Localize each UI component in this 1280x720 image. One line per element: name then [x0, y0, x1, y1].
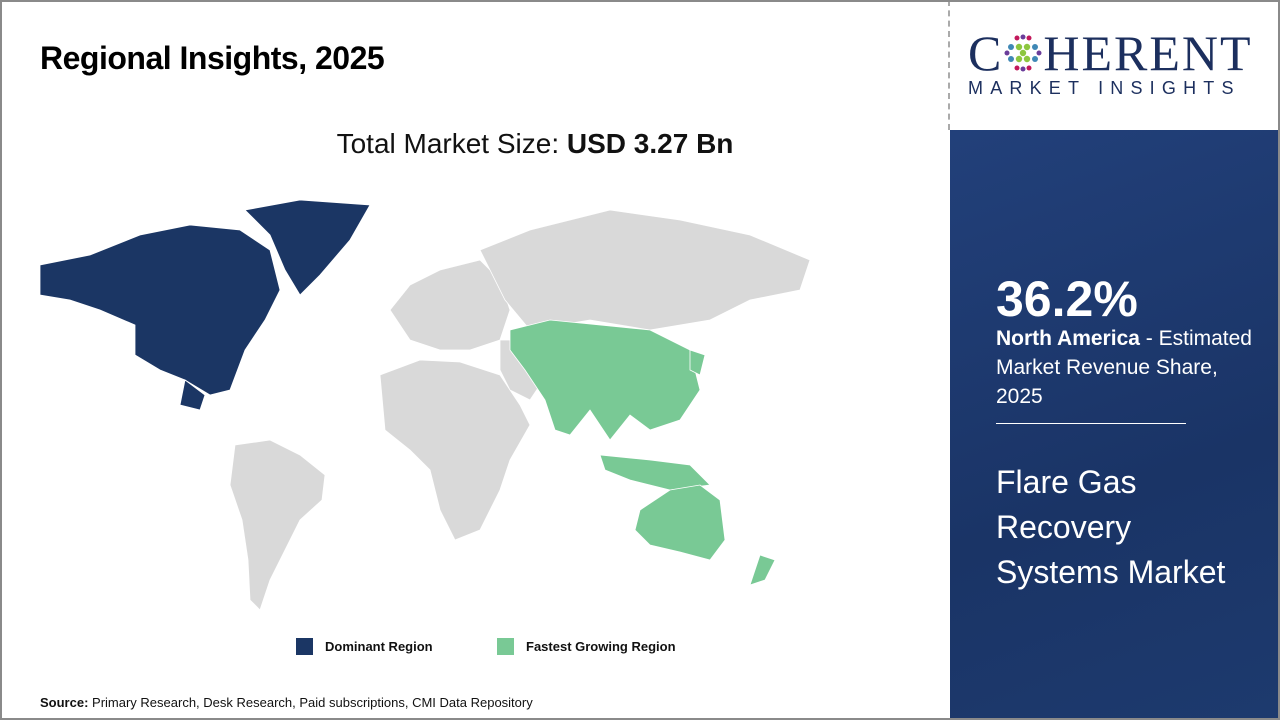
page-title: Regional Insights, 2025 — [40, 40, 385, 76]
russia-north-asia — [479, 209, 811, 331]
total-label: Total Market Size: — [336, 128, 567, 159]
source-note: Source: Primary Research, Desk Research,… — [40, 695, 533, 710]
globe-dots-icon — [1004, 34, 1042, 72]
africa — [379, 359, 531, 541]
market-name: Flare Gas Recovery Systems Market — [996, 464, 1226, 590]
insight-panel: 36.2% North America - Estimated Market R… — [950, 130, 1278, 718]
asia-pacific — [509, 319, 776, 586]
total-market-size: Total Market Size: USD 3.27 Bn — [0, 128, 1070, 160]
source-label: Source: — [40, 695, 89, 710]
europe — [389, 259, 511, 351]
logo: C HERENT MARKET INSIGHTS — [968, 25, 1268, 99]
legend-fastest-label: Fastest Growing Region — [526, 639, 676, 654]
share-value: 36.2% — [996, 271, 1138, 327]
fastest-swatch — [497, 638, 514, 655]
south-america — [229, 439, 326, 611]
total-value: USD 3.27 Bn — [566, 128, 734, 159]
north-america — [39, 199, 371, 411]
legend-dominant-label: Dominant Region — [325, 639, 433, 654]
logo-c: C — [968, 25, 1004, 81]
source-text: Primary Research, Desk Research, Paid su… — [88, 695, 533, 710]
region-name: North America — [996, 327, 1140, 350]
logo-herent: HERENT — [1043, 25, 1253, 81]
share-description: North America - Estimated Market Revenue… — [996, 324, 1266, 411]
legend-fastest: Fastest Growing Region — [497, 638, 676, 655]
greenland — [244, 199, 371, 296]
divider — [948, 0, 950, 130]
share-desc-text: - Estimated Market Revenue Share, 2025 — [996, 327, 1252, 408]
legend-dominant: Dominant Region — [296, 638, 433, 655]
logo-subtitle: MARKET INSIGHTS — [968, 78, 1241, 98]
dominant-swatch — [296, 638, 313, 655]
world-map — [39, 199, 811, 611]
panel-divider — [996, 423, 1186, 424]
